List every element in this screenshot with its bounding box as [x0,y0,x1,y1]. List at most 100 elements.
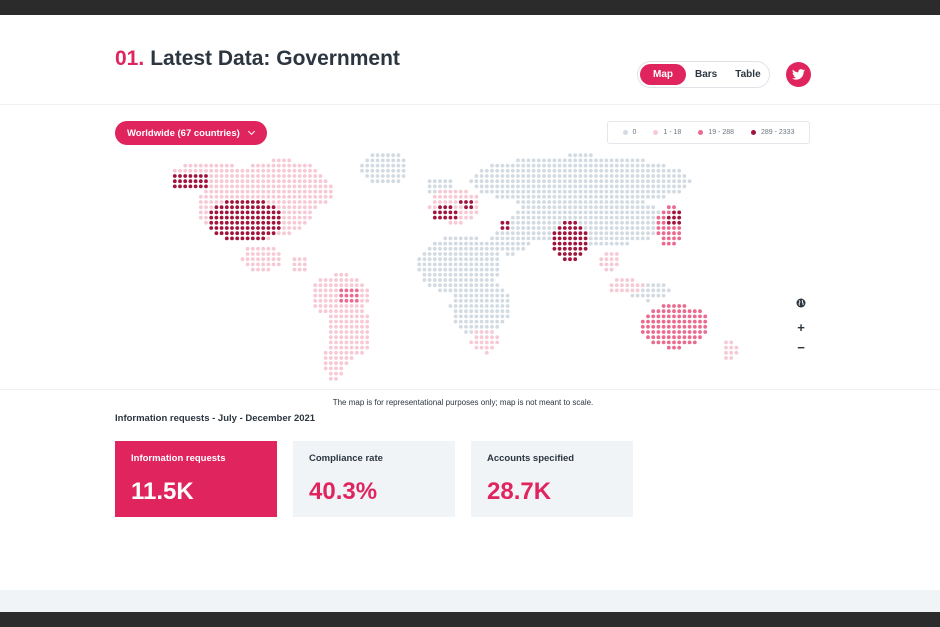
map-dot [334,309,338,314]
map-dot [666,304,671,308]
map-dot [614,210,619,215]
map-dot [209,179,214,184]
map-dot [458,205,463,210]
region-select[interactable]: Worldwide (67 countries) [115,121,267,145]
map-dot [323,361,328,366]
map-dot [365,335,370,340]
map-dot [297,168,302,173]
footer-strip [0,590,940,612]
map-dot [484,262,489,267]
tab-bars[interactable]: Bars [695,69,718,80]
map-dot [334,376,338,381]
map-dot [448,278,453,282]
map-dot [490,236,494,241]
map-dot [516,241,520,246]
map-dot [542,236,546,241]
map-dot [500,184,505,189]
map-dot [458,278,463,282]
stat-card-compliance-rate[interactable]: Compliance rate 40.3% [293,441,455,517]
map-dot [661,309,666,314]
map-dot [661,194,666,199]
map-dot [464,257,468,262]
map-dot [360,330,364,334]
map-dot [526,163,531,168]
legend-item: 0 [622,129,636,136]
map-dot [620,194,624,199]
map-dot [334,293,338,298]
map-dot [573,184,578,189]
map-dot [469,194,474,199]
map-dot [448,304,453,308]
map-dot [484,345,489,350]
map-dot [646,319,650,324]
map-dot [687,319,692,324]
map-dot [427,184,432,189]
map-dot [479,319,484,324]
map-dot [510,179,515,184]
legend-label: 1 - 18 [663,129,682,136]
stat-card-accounts-specified[interactable]: Accounts specified 28.7K [471,441,633,517]
map-dot [609,205,614,210]
map-dot [219,200,224,204]
map-dot [438,179,442,184]
map-dot [578,215,583,220]
map-dot [495,174,500,178]
map-dot [370,158,375,163]
map-dot [547,226,552,230]
map-dot [666,220,671,225]
map-dot [235,194,240,199]
map-dot [661,231,666,236]
map-dot [302,189,307,194]
stat-card-information-requests[interactable]: Information requests 11.5K [115,441,277,517]
map-dot [474,194,479,199]
zoom-out-button[interactable]: − [792,339,810,355]
map-dot [287,168,292,173]
map-dot [328,189,333,194]
twitter-share-button[interactable] [786,62,811,87]
map-dot [235,184,240,189]
map-dot [443,184,448,189]
map-dot [401,158,406,163]
map-dot [318,174,323,178]
map-dot [240,257,245,262]
map-dot [640,179,645,184]
map-dot [490,335,494,340]
map-dot [484,179,489,184]
world-dot-map[interactable] [150,146,790,390]
map-dot [547,215,552,220]
tab-map[interactable]: Map [640,64,686,85]
map-dot [334,356,338,360]
map-dot [323,309,328,314]
map-dot [250,215,255,220]
map-dot [557,220,562,225]
map-dot [698,335,702,340]
map-dot [458,298,463,303]
tab-table[interactable]: Table [735,69,761,80]
map-dot [448,179,453,184]
map-dot [620,158,624,163]
map-dot [458,324,463,329]
map-dot [594,163,598,168]
map-dot [178,174,182,178]
map-dot [318,304,323,308]
map-dot [469,304,474,308]
map-dot [448,236,453,241]
map-dot [620,288,624,293]
globe-button[interactable] [792,295,810,311]
map-dot [484,252,489,256]
map-dot [302,215,307,220]
map-dot [443,278,448,282]
map-dot [313,293,318,298]
map-dot [594,236,598,241]
map-dot [297,215,302,220]
map-dot [500,236,505,241]
map-dot [344,272,349,277]
map-dot [604,231,609,236]
map-dot [500,168,505,173]
map-dot [614,226,619,230]
map-dot [672,345,676,350]
map-dot [609,226,614,230]
map-dot [568,241,572,246]
zoom-in-button[interactable]: + [792,319,810,335]
map-dot [198,200,203,204]
